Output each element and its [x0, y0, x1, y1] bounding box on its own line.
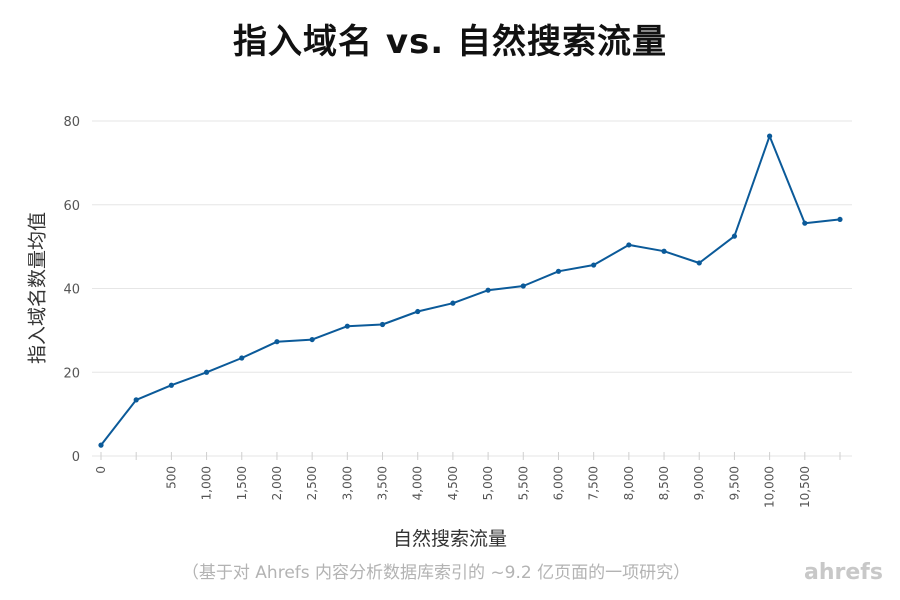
x-tick-label: 3,500 — [376, 466, 390, 500]
x-tick-label: 5,500 — [516, 466, 530, 500]
x-tick-label: 8,000 — [622, 466, 636, 500]
footnote: （基于对 Ahrefs 内容分析数据库索引的 ~9.2 亿页面的一项研究） — [181, 563, 691, 583]
data-point — [591, 262, 597, 268]
data-point — [98, 442, 104, 448]
y-tick-label: 60 — [63, 199, 80, 214]
data-point — [168, 382, 174, 388]
data-point — [661, 248, 667, 254]
y-tick-label: 80 — [63, 115, 80, 130]
x-tick-label: 500 — [164, 466, 178, 489]
data-point — [555, 268, 562, 274]
data-point — [415, 308, 421, 315]
data-point — [767, 133, 773, 139]
data-series — [98, 133, 843, 448]
x-tick-label: 9,000 — [692, 466, 706, 500]
data-point — [133, 397, 139, 403]
data-point — [344, 323, 350, 329]
data-point — [520, 283, 526, 289]
data-point — [274, 339, 280, 345]
x-tick-label: 1,000 — [200, 466, 214, 500]
y-tick-label: 0 — [72, 450, 80, 465]
data-point — [731, 233, 738, 239]
chart-title: 指入域名 vs. 自然搜索流量 — [233, 22, 667, 62]
data-point — [203, 369, 210, 375]
data-point — [239, 355, 245, 361]
x-tick-label: 5,000 — [481, 466, 495, 500]
data-point — [696, 260, 702, 266]
y-tick-label: 20 — [63, 366, 80, 381]
x-tick-label: 7,500 — [587, 466, 601, 500]
data-point — [626, 242, 632, 248]
data-point — [450, 300, 456, 306]
data-point — [837, 216, 843, 223]
x-tick-label: 2,500 — [305, 466, 319, 500]
x-axis: 0 500 1,000 1,500 2,000 2,500 3,000 3,500 4,000 4… — [94, 452, 841, 508]
x-tick-label: 10,000 — [763, 466, 777, 508]
gridlines — [92, 120, 852, 457]
x-tick-label: 9,500 — [727, 466, 741, 500]
x-tick-label: 1,500 — [235, 466, 249, 500]
x-tick-label: 3,000 — [340, 466, 354, 500]
x-tick-label: 10,500 — [798, 466, 812, 508]
data-point — [485, 287, 491, 293]
x-tick-label: 8,500 — [657, 466, 671, 500]
y-tick-label: 40 — [63, 283, 80, 298]
x-tick-label: 6,000 — [551, 466, 565, 500]
x-axis-label: 自然搜索流量 — [392, 528, 508, 550]
x-tick-label: 0 — [94, 466, 108, 474]
data-point — [802, 220, 808, 226]
x-tick-label: 4,500 — [446, 466, 460, 500]
y-axis-ticks: 0 20 40 60 80 — [63, 115, 80, 465]
data-point — [379, 321, 386, 328]
x-tick-label: 4,000 — [411, 466, 425, 500]
series-line — [100, 135, 841, 446]
x-tick-label: 2,000 — [270, 466, 284, 500]
data-point — [309, 336, 315, 343]
ahrefs-logo: ahrefs — [804, 560, 883, 585]
